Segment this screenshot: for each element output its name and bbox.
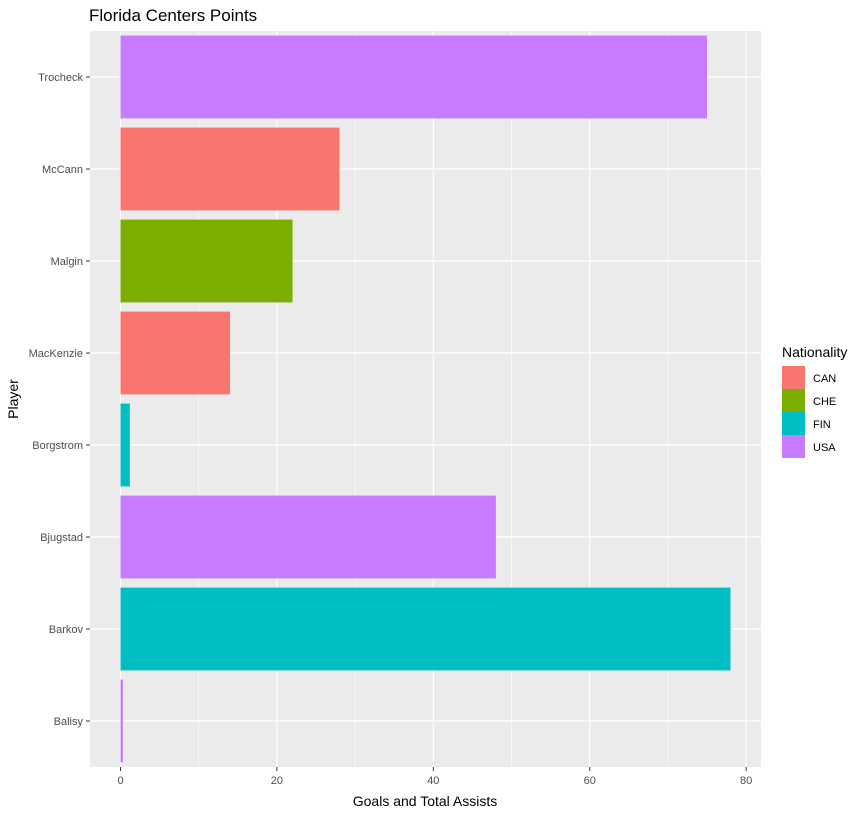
legend: Nationality CAN CHE FIN USA — [782, 344, 847, 458]
y-tick-label: Borgstrom — [32, 440, 83, 452]
x-tick-label: 40 — [427, 775, 439, 787]
bars — [120, 35, 731, 763]
legend-key-can — [782, 366, 805, 389]
legend-key-che — [782, 389, 805, 412]
y-tick-label: McCann — [42, 164, 83, 176]
bar-borgstrom — [120, 403, 130, 487]
x-tick-label: 80 — [740, 775, 752, 787]
legend-label-fin: FIN — [813, 419, 831, 431]
legend-title: Nationality — [782, 344, 847, 360]
legend-label-che: CHE — [813, 396, 836, 408]
x-tick-label: 0 — [117, 775, 123, 787]
chart-title: Florida Centers Points — [89, 6, 257, 25]
bar-malgin — [120, 219, 293, 303]
legend-key-fin — [782, 412, 805, 435]
y-tick-label: Malgin — [51, 256, 83, 268]
y-tick-label: Barkov — [49, 624, 84, 636]
y-axis-title: Player — [5, 379, 21, 419]
y-axis: Balisy Barkov Bjugstad Borgstrom MacKenzie Ma… — [29, 72, 90, 728]
bar-trocheck — [120, 35, 708, 119]
y-tick-label: Bjugstad — [40, 532, 83, 544]
bar-barkov — [120, 587, 731, 671]
bar-bjugstad — [120, 495, 496, 579]
x-axis-title: Goals and Total Assists — [353, 793, 497, 809]
bar-balisy — [120, 679, 123, 763]
bar-mccann — [120, 127, 340, 211]
x-axis: 0 20 40 60 80 — [117, 767, 752, 787]
y-tick-label: Trocheck — [38, 72, 83, 84]
y-tick-label: MacKenzie — [29, 348, 83, 360]
bar-mackenzie — [120, 311, 230, 395]
legend-label-usa: USA — [813, 442, 836, 454]
x-tick-label: 60 — [584, 775, 596, 787]
x-tick-label: 20 — [271, 775, 283, 787]
legend-key-usa — [782, 435, 805, 458]
y-tick-label: Balisy — [54, 716, 84, 728]
legend-label-can: CAN — [813, 373, 836, 385]
